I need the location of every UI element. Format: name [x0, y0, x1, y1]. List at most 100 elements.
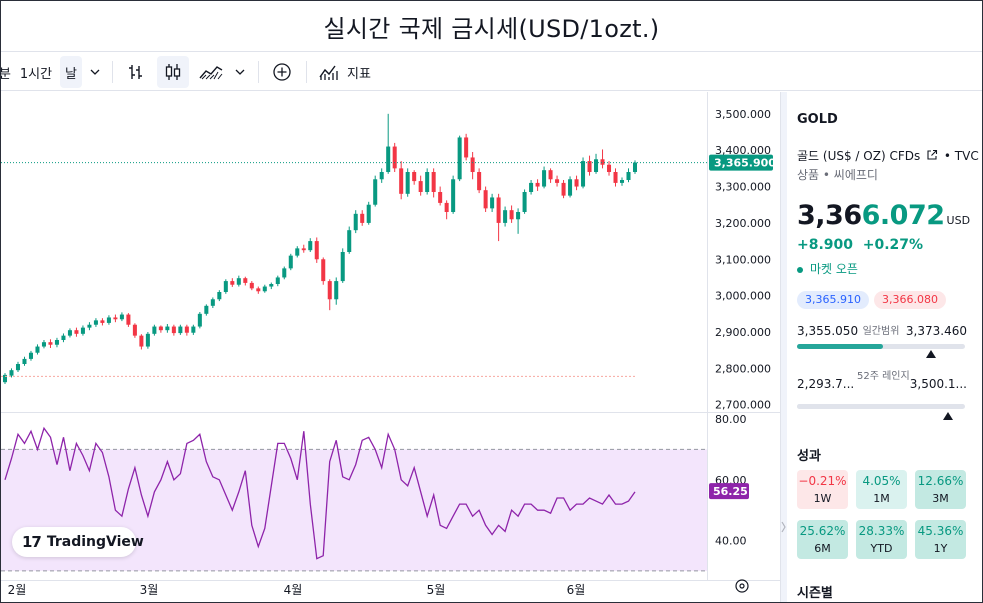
- area-chart-icon[interactable]: [196, 56, 226, 88]
- performance-card-1w[interactable]: −0.21% 1W: [797, 470, 848, 509]
- tradingview-logo[interactable]: 17 TradingView: [12, 527, 144, 557]
- candle-body: [301, 248, 306, 251]
- candle-body: [191, 326, 196, 333]
- 52wk-range-row: 2,293.7... 52주 레인지 3,500.1...: [797, 371, 967, 402]
- rsi-axis-tick: 40.00: [715, 535, 747, 548]
- candle-body: [275, 277, 280, 284]
- symbol-category: 상품 • 씨에프디: [797, 168, 878, 182]
- candle-body: [347, 230, 352, 252]
- gear-icon-center: [739, 583, 745, 589]
- gear-icon[interactable]: [735, 579, 749, 593]
- performance-value: 25.62%: [799, 524, 846, 538]
- candle-body: [262, 286, 267, 292]
- candle-body: [379, 172, 384, 180]
- pane-divider: [780, 92, 781, 602]
- 52wk-high: 3,500.1...: [909, 377, 967, 391]
- candle-body: [165, 326, 170, 331]
- market-open-dot-icon: [797, 266, 803, 273]
- candle-body: [126, 314, 131, 325]
- price-axis-tick: 3,500.000: [715, 108, 771, 121]
- day-range-fill: [797, 344, 884, 349]
- candle-body: [607, 164, 612, 172]
- price-change-pct: +0.27%: [862, 237, 924, 253]
- external-link-icon[interactable]: [926, 149, 938, 164]
- chevron-right-icon[interactable]: [781, 512, 787, 542]
- add-circle-icon[interactable]: [267, 56, 297, 88]
- candle-body: [74, 330, 79, 334]
- candle-body: [503, 210, 508, 223]
- candle-body: [555, 179, 560, 183]
- candle-body: [132, 324, 137, 336]
- candles-icon[interactable]: [157, 56, 189, 88]
- chart-pane[interactable]: 3,500.000 3,400.000 3,300.000 3,200.000 3,10…: [1, 92, 780, 602]
- indicators-label: 지표: [347, 66, 371, 82]
- candle-body: [353, 213, 358, 231]
- indicators-icon: [319, 63, 339, 81]
- symbol-name[interactable]: GOLD: [797, 112, 838, 127]
- candle-body: [626, 172, 631, 180]
- tradingview-logo-text: TradingView: [46, 534, 144, 550]
- rsi-line: [4, 426, 636, 560]
- candle-body: [509, 210, 514, 220]
- candle-body: [28, 352, 33, 359]
- candle-body: [373, 179, 378, 205]
- performance-value: 45.36%: [917, 524, 964, 538]
- toolbar-divider: [258, 61, 259, 83]
- symbol-description: 골드 (US$ / OZ) CFDs • TVC: [797, 147, 979, 164]
- candle-body: [360, 213, 365, 223]
- candle-body: [314, 241, 319, 260]
- candle-body: [204, 305, 209, 314]
- time-axis-label: 5월: [427, 583, 446, 597]
- candle-body: [451, 179, 456, 212]
- candle-body: [217, 292, 222, 300]
- 52wk-range-label: 52주 레인지: [857, 371, 910, 382]
- rsi-value-label: 56.25: [713, 485, 748, 498]
- chart-type-chevron-down-icon[interactable]: [230, 56, 250, 88]
- toolbar-cut-label[interactable]: 분: [0, 66, 11, 82]
- chart-toolbar: 분 1시간 날 지표: [0, 53, 982, 91]
- price-axis-tick: 2,800.000: [715, 362, 771, 375]
- market-status[interactable]: 마켓 오픈: [797, 260, 858, 277]
- interval-1h-button[interactable]: 1시간: [19, 66, 53, 82]
- candle-body: [535, 182, 540, 187]
- performance-card-ytd[interactable]: 28.33% YTD: [856, 520, 907, 559]
- performance-title[interactable]: 성과: [797, 449, 821, 464]
- performance-card-1m[interactable]: 4.05% 1M: [856, 470, 907, 509]
- last-price: 3,366.072 USD: [797, 200, 970, 231]
- time-axis-label: 2월: [8, 583, 27, 597]
- symbol-description-text[interactable]: 골드 (US$ / OZ) CFDs: [797, 149, 921, 163]
- seasonals-title[interactable]: 시즌별: [797, 586, 833, 601]
- pane-resize-handle[interactable]: [781, 92, 787, 602]
- tradingview-logo-icon: 17: [22, 533, 42, 551]
- candle-body: [113, 317, 118, 320]
- 52wk-range-marker-icon: [943, 412, 954, 420]
- candle-body: [80, 327, 85, 334]
- candle-body: [9, 370, 14, 376]
- rsi-axis-tick: 80.00: [715, 413, 747, 426]
- performance-card-1y[interactable]: 45.36% 1Y: [915, 520, 966, 559]
- candle-body: [184, 326, 189, 333]
- 52wk-range-bar: [797, 404, 965, 409]
- day-high: 3,373.460: [905, 324, 967, 338]
- candle-body: [613, 172, 618, 183]
- indicators-button[interactable]: 지표: [315, 56, 381, 88]
- interval-chevron-down-icon[interactable]: [85, 56, 105, 88]
- price-axis-tick: 3,000.000: [715, 290, 771, 303]
- price-chart[interactable]: 3,500.000 3,400.000 3,300.000 3,200.000 3,10…: [1, 92, 780, 602]
- last-price-tail: 6.072: [861, 200, 945, 231]
- candle-body: [41, 342, 46, 347]
- price-change: +8.900 +0.27%: [797, 237, 923, 253]
- performance-card-6m[interactable]: 25.62% 6M: [797, 520, 848, 559]
- 52wk-low: 2,293.7...: [797, 377, 855, 391]
- bar-chart-icon[interactable]: [121, 56, 151, 88]
- performance-period: 3M: [932, 492, 949, 505]
- performance-card-3m[interactable]: 12.66% 3M: [915, 470, 966, 509]
- 52wk-range-fill: [797, 404, 949, 409]
- symbol-source[interactable]: • TVC: [943, 149, 979, 163]
- candle-body: [269, 284, 274, 287]
- performance-period: YTD: [870, 542, 893, 555]
- candle-body: [67, 330, 72, 336]
- candle-body: [210, 299, 215, 306]
- title-bar: 실시간 국제 금시세(USD/1ozt.): [1, 1, 982, 52]
- interval-day-button[interactable]: 날: [60, 56, 82, 88]
